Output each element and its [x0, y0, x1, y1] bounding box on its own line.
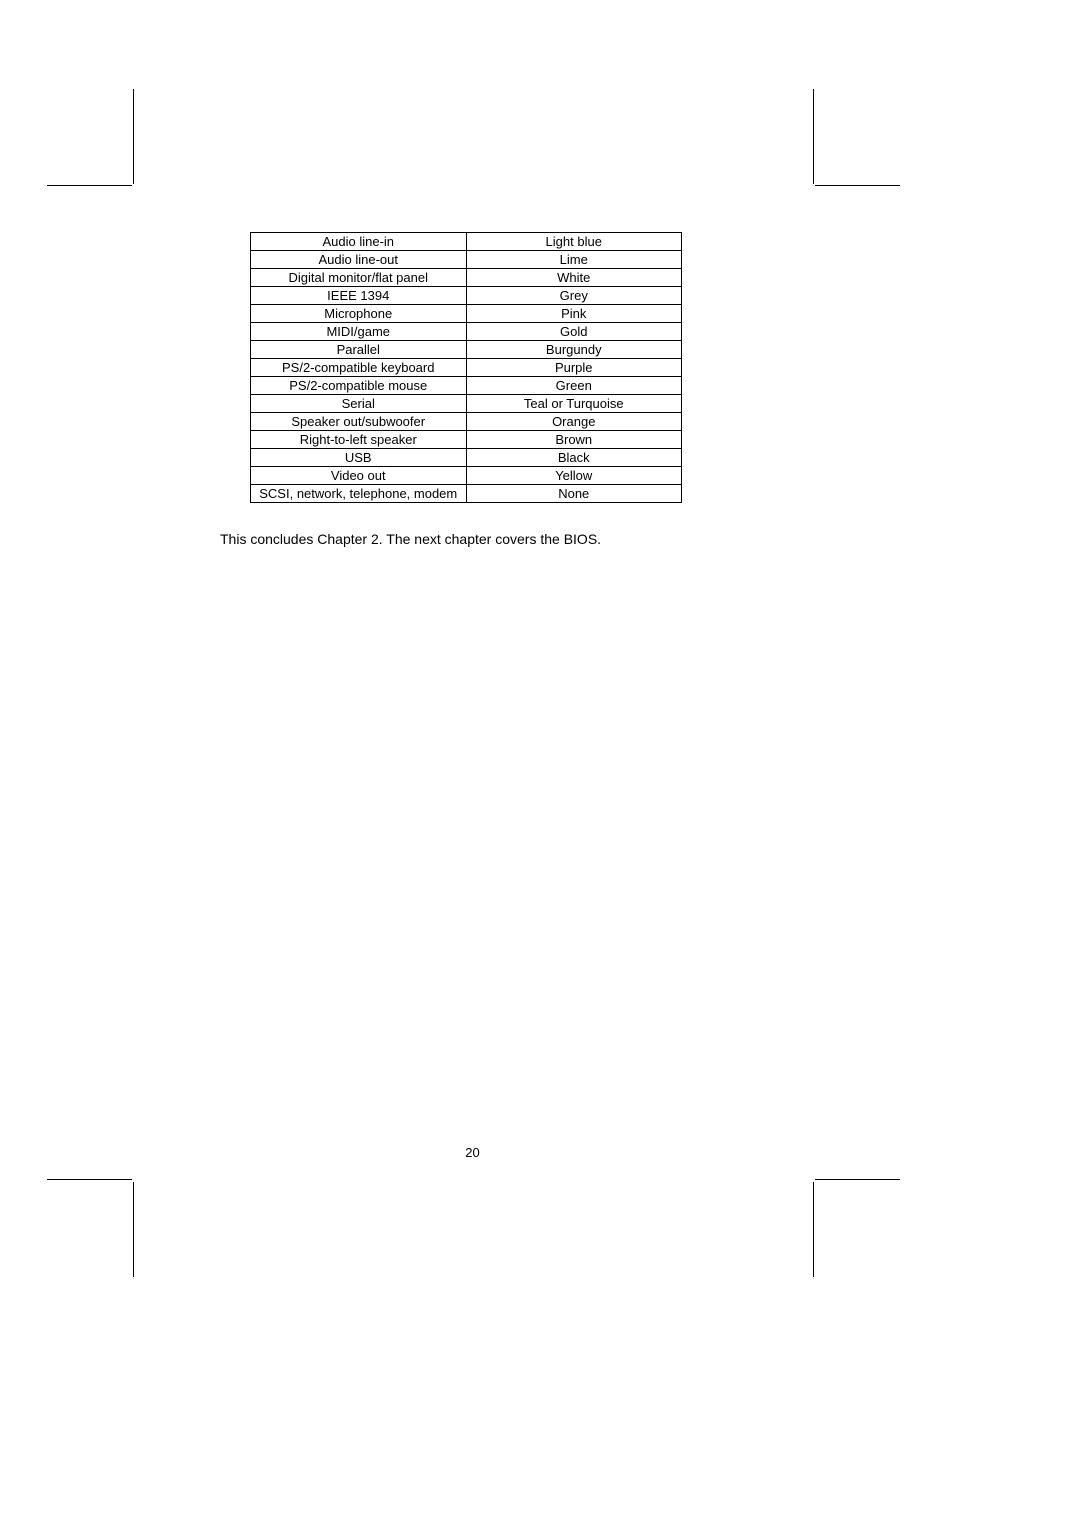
crop-mark — [47, 185, 132, 186]
table-cell: Pink — [466, 305, 682, 323]
page-number: 20 — [465, 1145, 479, 1160]
table-row: Right-to-left speakerBrown — [251, 431, 682, 449]
table-cell: IEEE 1394 — [251, 287, 467, 305]
table-row: Digital monitor/flat panelWhite — [251, 269, 682, 287]
crop-mark — [133, 89, 134, 184]
table-row: Speaker out/subwooferOrange — [251, 413, 682, 431]
conclusion-paragraph: This concludes Chapter 2. The next chapt… — [220, 531, 780, 547]
table-cell: Teal or Turquoise — [466, 395, 682, 413]
crop-mark — [813, 1182, 814, 1277]
table-cell: Digital monitor/flat panel — [251, 269, 467, 287]
table-cell: Lime — [466, 251, 682, 269]
table-row: PS/2-compatible mouseGreen — [251, 377, 682, 395]
table-cell: Green — [466, 377, 682, 395]
table-cell: Speaker out/subwoofer — [251, 413, 467, 431]
table-row: IEEE 1394Grey — [251, 287, 682, 305]
table-cell: Yellow — [466, 467, 682, 485]
table-cell: Microphone — [251, 305, 467, 323]
table-cell: Grey — [466, 287, 682, 305]
connector-color-table: Audio line-inLight blue Audio line-outLi… — [250, 232, 682, 503]
table-cell: None — [466, 485, 682, 503]
table-cell: PS/2-compatible keyboard — [251, 359, 467, 377]
table-row: MIDI/gameGold — [251, 323, 682, 341]
table-cell: Black — [466, 449, 682, 467]
page-number-container: 20 — [0, 1145, 1080, 1160]
crop-mark — [813, 89, 814, 184]
table-cell: USB — [251, 449, 467, 467]
table-cell: Video out — [251, 467, 467, 485]
table-body: Audio line-inLight blue Audio line-outLi… — [251, 233, 682, 503]
table-cell: Parallel — [251, 341, 467, 359]
table-cell: Purple — [466, 359, 682, 377]
table-cell: PS/2-compatible mouse — [251, 377, 467, 395]
table-row: MicrophonePink — [251, 305, 682, 323]
page-content: Audio line-inLight blue Audio line-outLi… — [220, 232, 780, 547]
table-row: ParallelBurgundy — [251, 341, 682, 359]
table-cell: Audio line-out — [251, 251, 467, 269]
table-cell: Serial — [251, 395, 467, 413]
table-row: Audio line-inLight blue — [251, 233, 682, 251]
crop-mark — [133, 1182, 134, 1277]
crop-mark — [47, 1179, 132, 1180]
table-cell: Gold — [466, 323, 682, 341]
table-cell: Orange — [466, 413, 682, 431]
table-row: USBBlack — [251, 449, 682, 467]
table-cell: Right-to-left speaker — [251, 431, 467, 449]
crop-mark — [815, 185, 900, 186]
table-cell: White — [466, 269, 682, 287]
table-row: PS/2-compatible keyboardPurple — [251, 359, 682, 377]
table-row: Audio line-outLime — [251, 251, 682, 269]
table-row: SCSI, network, telephone, modemNone — [251, 485, 682, 503]
crop-mark — [815, 1179, 900, 1180]
table-row: Video outYellow — [251, 467, 682, 485]
table-cell: Burgundy — [466, 341, 682, 359]
table-cell: Light blue — [466, 233, 682, 251]
table-cell: Audio line-in — [251, 233, 467, 251]
table-cell: MIDI/game — [251, 323, 467, 341]
table-cell: SCSI, network, telephone, modem — [251, 485, 467, 503]
table-row: SerialTeal or Turquoise — [251, 395, 682, 413]
table-cell: Brown — [466, 431, 682, 449]
